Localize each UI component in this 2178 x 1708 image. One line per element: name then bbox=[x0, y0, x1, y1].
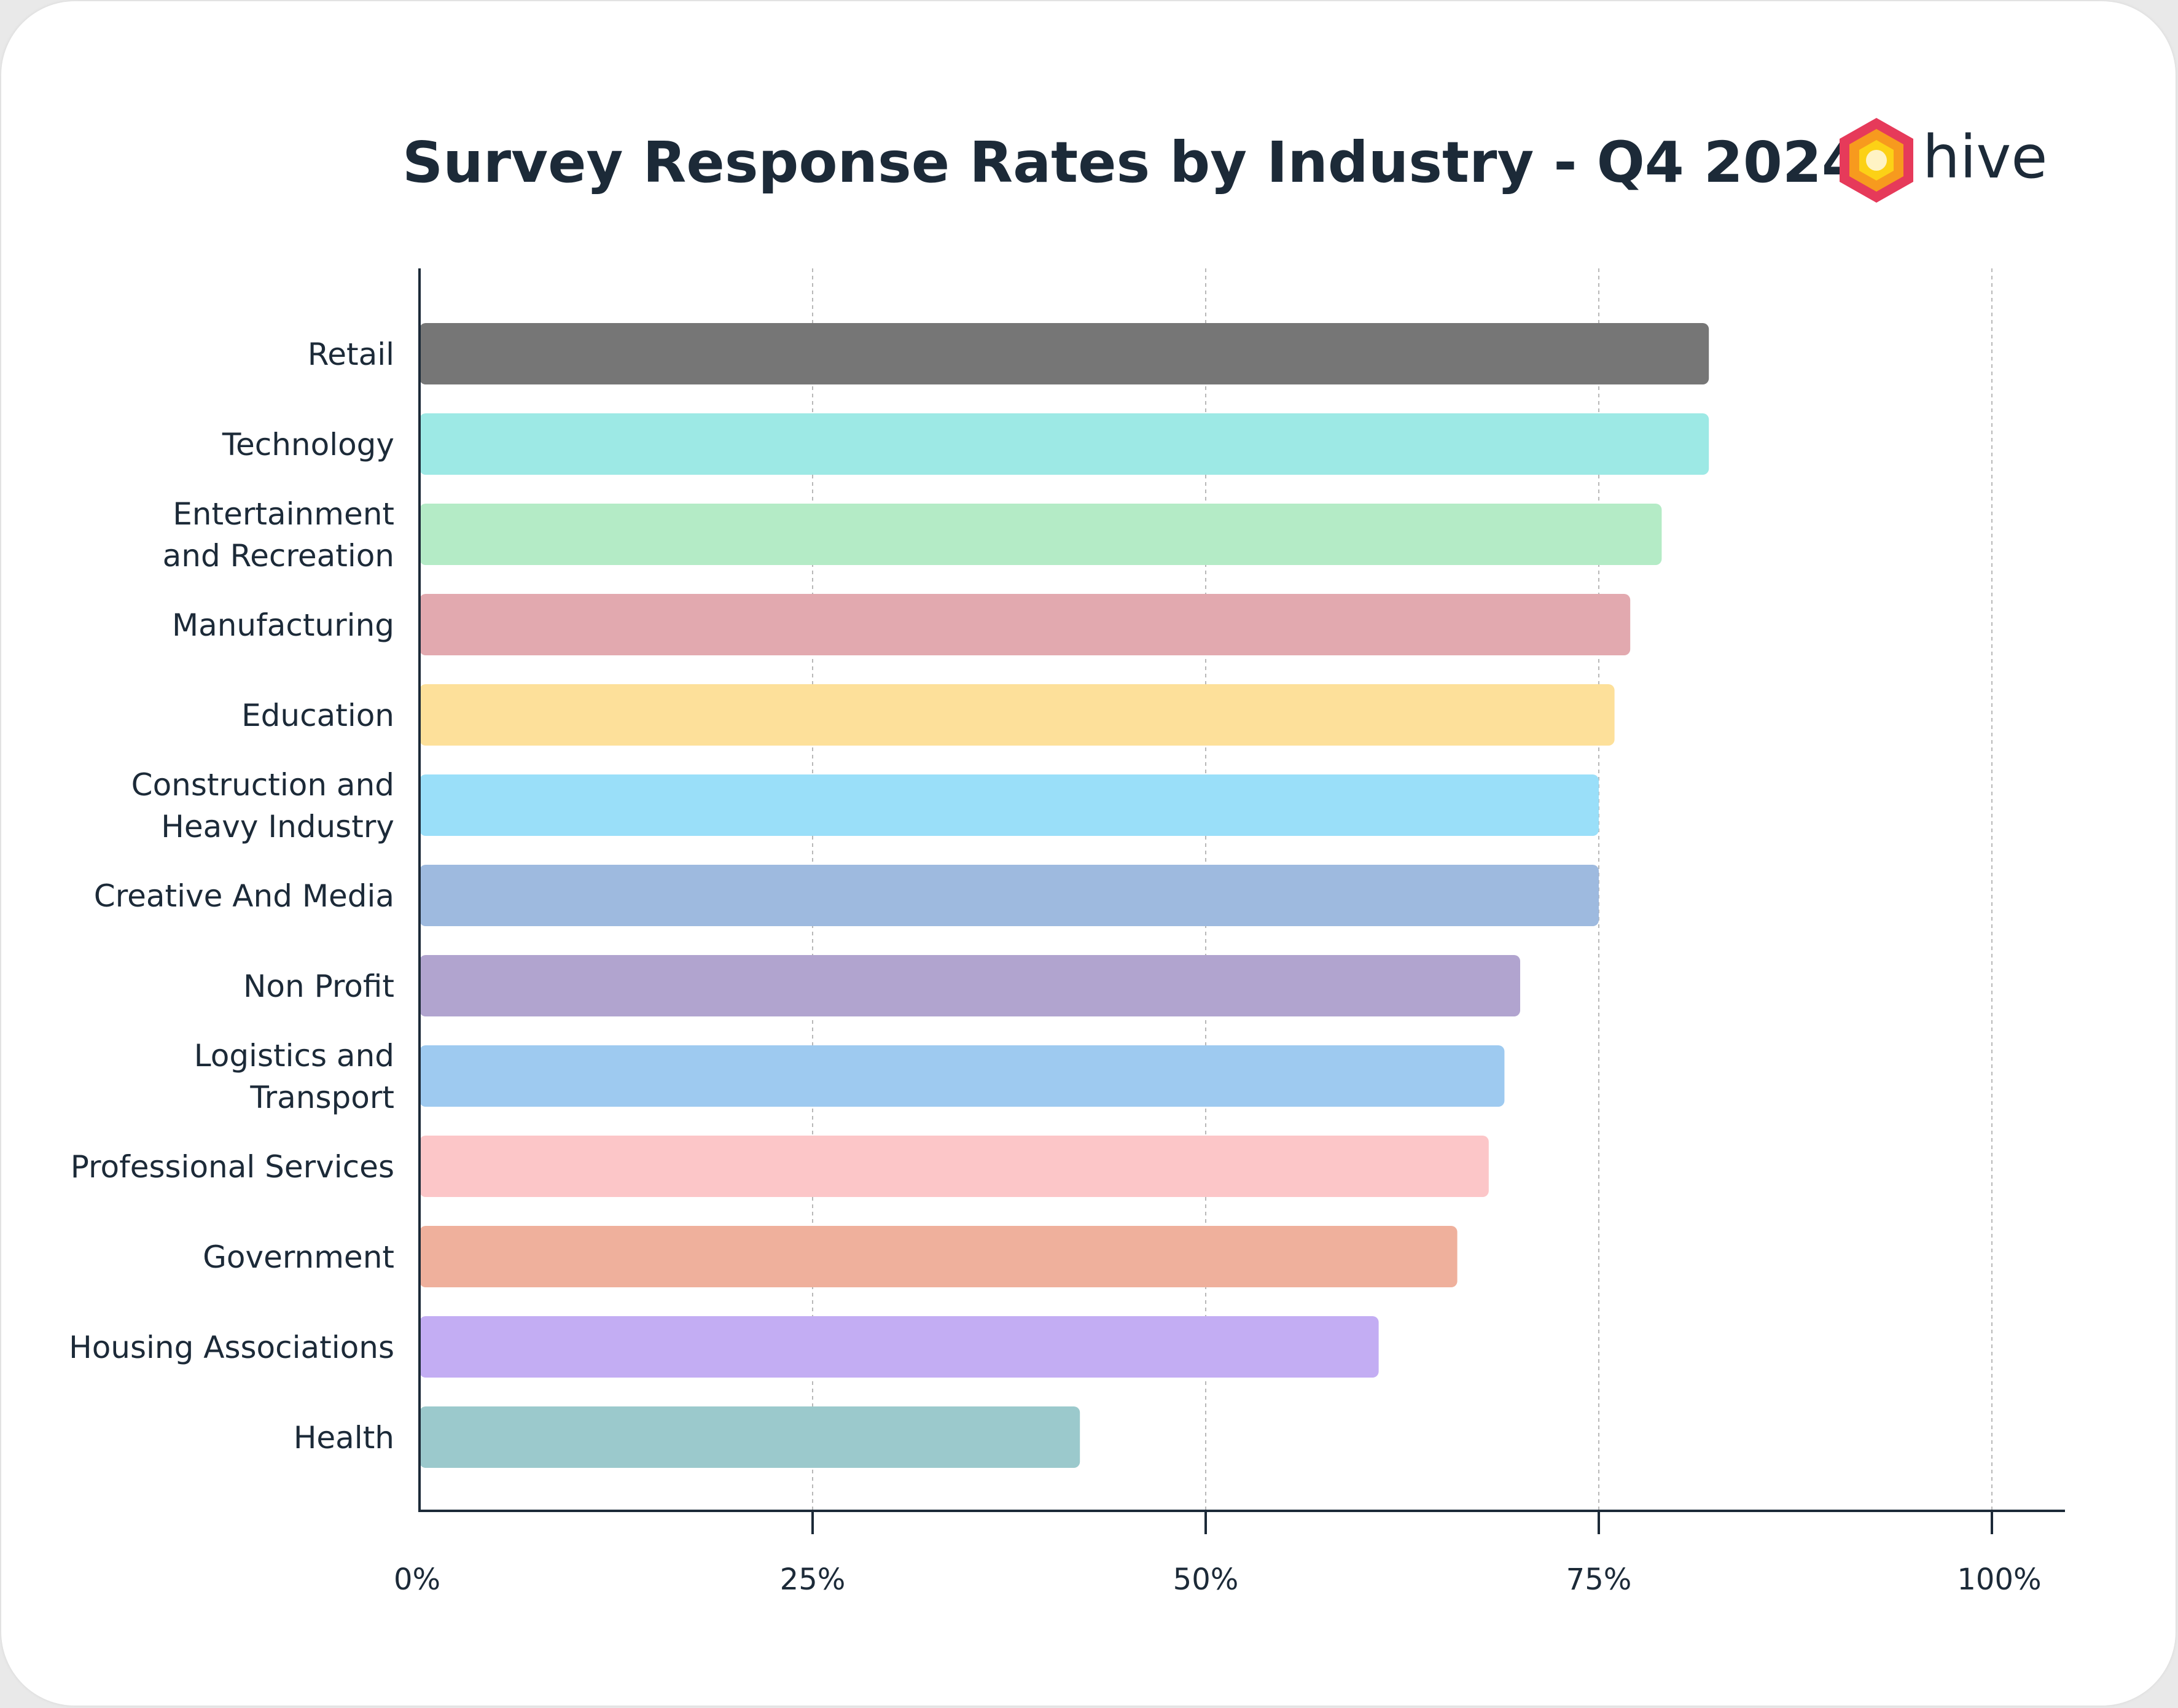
logo-text: hive bbox=[1922, 123, 2048, 192]
category-label: Entertainment bbox=[173, 496, 394, 532]
chart-title: Survey Response Rates by Industry - Q4 2… bbox=[402, 130, 1861, 195]
category-label: Government bbox=[203, 1239, 394, 1275]
bars bbox=[420, 323, 1709, 1468]
x-tick-label: 100% bbox=[1957, 1562, 2041, 1597]
category-label: Logistics and bbox=[194, 1038, 394, 1074]
category-label: Non Profit bbox=[243, 969, 394, 1004]
category-label: Heavy Industry bbox=[161, 809, 394, 844]
category-label: Manufacturing bbox=[172, 607, 394, 643]
x-tick-label: 0% bbox=[394, 1562, 440, 1597]
bar bbox=[420, 1406, 1080, 1468]
category-label: Professional Services bbox=[71, 1149, 394, 1185]
bar bbox=[420, 955, 1520, 1016]
category-label: Transport bbox=[249, 1080, 394, 1115]
hive-hexagon-icon bbox=[1840, 118, 1913, 203]
category-labels: Retail Technology Entertainment and Recreat… bbox=[69, 337, 394, 1456]
bar bbox=[420, 1316, 1379, 1378]
bar bbox=[420, 1226, 1458, 1287]
category-label: Creative And Media bbox=[94, 878, 394, 914]
bar bbox=[420, 684, 1615, 746]
bar bbox=[420, 1045, 1505, 1107]
category-label: Housing Associations bbox=[69, 1330, 394, 1365]
x-tick-label: 50% bbox=[1173, 1562, 1239, 1597]
bar bbox=[420, 413, 1709, 475]
bar bbox=[420, 504, 1662, 565]
category-label: and Recreation bbox=[163, 538, 394, 574]
category-label: Retail bbox=[308, 337, 394, 372]
category-label: Technology bbox=[222, 427, 394, 462]
category-label: Construction and bbox=[131, 767, 394, 803]
category-label: Education bbox=[241, 698, 394, 733]
x-tick-label: 25% bbox=[780, 1562, 846, 1597]
bar bbox=[420, 774, 1599, 836]
bar bbox=[420, 323, 1709, 384]
chart-title-container: Survey Response Rates by Industry - Q4 2… bbox=[0, 123, 2178, 203]
x-tick-label: 75% bbox=[1566, 1562, 1632, 1597]
hive-logo: hive bbox=[1833, 115, 2047, 208]
bar bbox=[420, 865, 1599, 926]
axes bbox=[418, 268, 2065, 1534]
tick-labels: 0% 25% 50% 75% 100% bbox=[394, 1562, 2042, 1597]
category-label: Health bbox=[294, 1420, 394, 1456]
bar bbox=[420, 594, 1631, 655]
bar bbox=[420, 1136, 1489, 1197]
